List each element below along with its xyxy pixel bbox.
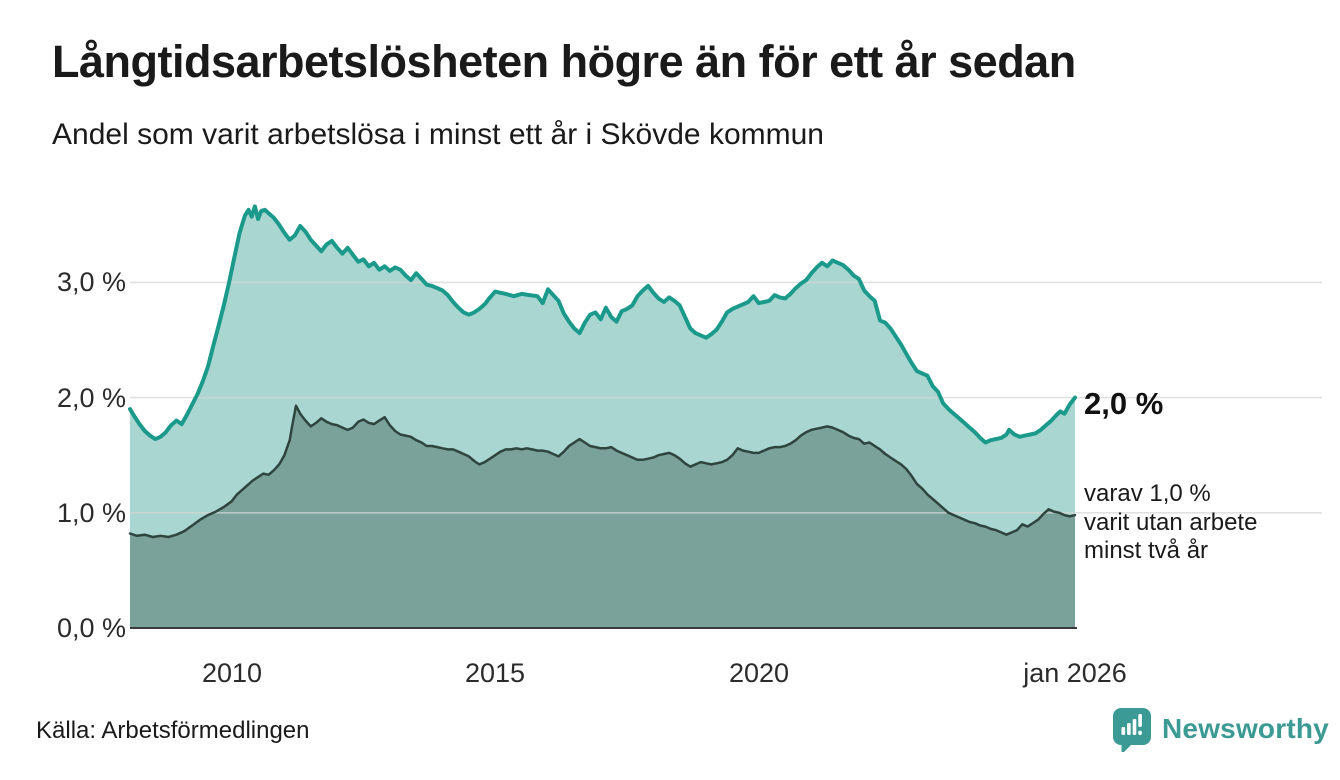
newsworthy-logo-icon [1113, 708, 1151, 752]
newsworthy-logo: Newsworthy [1110, 705, 1329, 752]
area-fill-2 [130, 405, 1075, 628]
newsworthy-logo-text: Newsworthy [1162, 712, 1329, 744]
source-note: Källa: Arbetsförmedlingen [36, 717, 310, 744]
x-tick-label: jan 2026 [1023, 658, 1127, 688]
chart-subtitle: Andel som varit arbetslösa i minst ett å… [52, 118, 824, 151]
y-tick-label: 0,0 % [56, 613, 126, 643]
x-tick-label: 2010 [201, 658, 263, 688]
series2-annotation: varav 1,0 % varit utan arbete minst två … [1084, 480, 1258, 564]
series-line-two-years [128, 404, 1077, 539]
y-tick-label: 3,0 % [56, 267, 126, 298]
x-tick-label: 2020 [728, 658, 790, 688]
series-line-one-year [128, 204, 1077, 445]
x-tick-label: 2015 [464, 658, 526, 688]
end-value-label: 2,0 % [1084, 386, 1164, 421]
y-tick-label: 1,0 % [56, 497, 126, 528]
page-title: Långtidsarbetslösheten högre än för ett … [52, 36, 1076, 87]
y-tick-label: 2,0 % [56, 382, 126, 413]
